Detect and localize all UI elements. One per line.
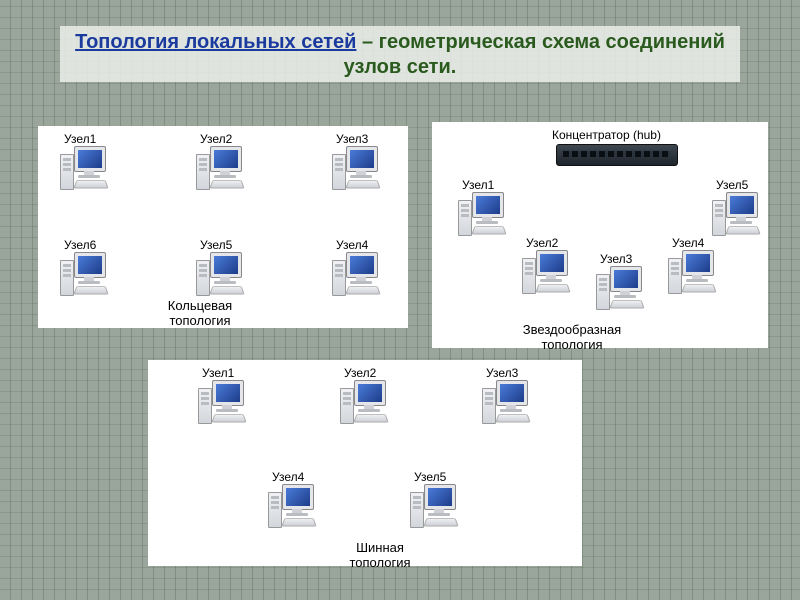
topology-caption: Шиннаятопология	[310, 540, 450, 570]
computer-icon	[198, 380, 248, 424]
node-label: Узел2	[526, 236, 558, 250]
node-label: Узел4	[272, 470, 304, 484]
computer-icon	[268, 484, 318, 528]
node-label: Узел6	[64, 238, 96, 252]
node-label: Узел5	[414, 470, 446, 484]
computer-icon	[196, 252, 246, 296]
hub-icon	[556, 144, 678, 166]
computer-icon	[482, 380, 532, 424]
node-label: Узел1	[462, 178, 494, 192]
title-link: Топология локальных сетей	[75, 31, 356, 53]
computer-icon	[60, 252, 110, 296]
computer-icon	[332, 252, 382, 296]
computer-icon	[668, 250, 718, 294]
topology-caption: Звездообразнаятопология	[502, 322, 642, 352]
page-title: Топология локальных сетей – геометрическ…	[60, 26, 740, 82]
node-label: Узел3	[486, 366, 518, 380]
computer-icon	[522, 250, 572, 294]
topology-caption: Кольцеваятопология	[130, 298, 270, 328]
hub-label: Концентратор (hub)	[552, 128, 661, 142]
node-label: Узел5	[716, 178, 748, 192]
node-label: Узел4	[336, 238, 368, 252]
computer-icon	[458, 192, 508, 236]
node-label: Узел3	[600, 252, 632, 266]
computer-icon	[332, 146, 382, 190]
computer-icon	[410, 484, 460, 528]
computer-icon	[340, 380, 390, 424]
computer-icon	[60, 146, 110, 190]
computer-icon	[196, 146, 246, 190]
computer-icon	[596, 266, 646, 310]
node-label: Узел1	[202, 366, 234, 380]
node-label: Узел4	[672, 236, 704, 250]
computer-icon	[712, 192, 762, 236]
node-label: Узел3	[336, 132, 368, 146]
node-label: Узел2	[200, 132, 232, 146]
title-rest: – геометрическая схема соединений узлов …	[344, 31, 725, 78]
node-label: Узел5	[200, 238, 232, 252]
node-label: Узел1	[64, 132, 96, 146]
node-label: Узел2	[344, 366, 376, 380]
